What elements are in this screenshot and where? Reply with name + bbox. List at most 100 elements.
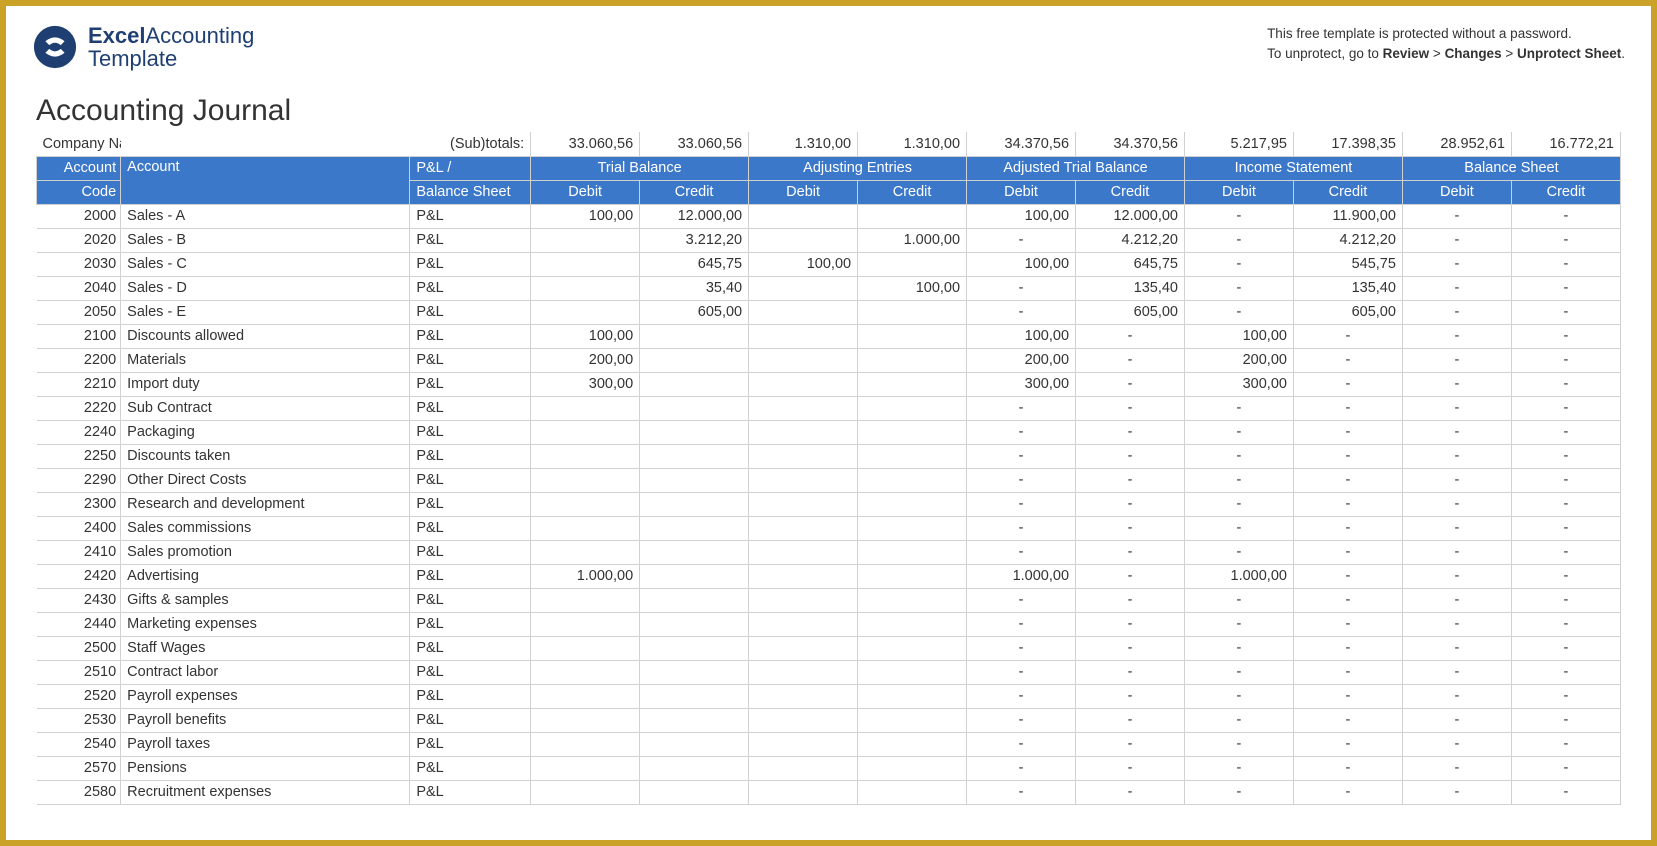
cell-value[interactable]: [640, 636, 749, 660]
cell-pl-bs[interactable]: P&L: [410, 372, 531, 396]
cell-account-name[interactable]: Discounts taken: [121, 444, 410, 468]
cell-value[interactable]: -: [1402, 732, 1511, 756]
cell-value[interactable]: -: [1511, 564, 1620, 588]
cell-account-code[interactable]: 2100: [37, 324, 121, 348]
cell-value[interactable]: 135,40: [1076, 276, 1185, 300]
cell-value[interactable]: [749, 324, 858, 348]
cell-value[interactable]: -: [967, 468, 1076, 492]
cell-value[interactable]: [531, 444, 640, 468]
cell-account-name[interactable]: Materials: [121, 348, 410, 372]
cell-value[interactable]: [749, 228, 858, 252]
cell-value[interactable]: [749, 300, 858, 324]
cell-account-name[interactable]: Sales - A: [121, 204, 410, 228]
cell-account-name[interactable]: Sales commissions: [121, 516, 410, 540]
cell-pl-bs[interactable]: P&L: [410, 252, 531, 276]
cell-pl-bs[interactable]: P&L: [410, 660, 531, 684]
cell-pl-bs[interactable]: P&L: [410, 588, 531, 612]
cell-value[interactable]: 100,00: [967, 252, 1076, 276]
cell-value[interactable]: -: [1511, 684, 1620, 708]
cell-account-code[interactable]: 2520: [37, 684, 121, 708]
cell-value[interactable]: [531, 684, 640, 708]
cell-value[interactable]: -: [1402, 324, 1511, 348]
cell-pl-bs[interactable]: P&L: [410, 780, 531, 804]
cell-value[interactable]: -: [967, 732, 1076, 756]
cell-account-code[interactable]: 2200: [37, 348, 121, 372]
cell-value[interactable]: -: [1402, 612, 1511, 636]
cell-value[interactable]: [640, 540, 749, 564]
cell-value[interactable]: -: [1511, 276, 1620, 300]
cell-account-code[interactable]: 2030: [37, 252, 121, 276]
cell-value[interactable]: -: [967, 444, 1076, 468]
cell-value[interactable]: -: [1184, 300, 1293, 324]
cell-value[interactable]: -: [1076, 780, 1185, 804]
cell-value[interactable]: -: [967, 684, 1076, 708]
cell-value[interactable]: [858, 732, 967, 756]
cell-value[interactable]: -: [1293, 372, 1402, 396]
cell-value[interactable]: [858, 204, 967, 228]
cell-account-name[interactable]: Contract labor: [121, 660, 410, 684]
cell-value[interactable]: 300,00: [531, 372, 640, 396]
cell-value[interactable]: [531, 588, 640, 612]
cell-value[interactable]: 645,75: [1076, 252, 1185, 276]
cell-value[interactable]: [858, 780, 967, 804]
cell-account-name[interactable]: Payroll expenses: [121, 684, 410, 708]
cell-value[interactable]: [531, 420, 640, 444]
cell-value[interactable]: -: [1511, 732, 1620, 756]
cell-value[interactable]: -: [1184, 732, 1293, 756]
cell-value[interactable]: [749, 540, 858, 564]
cell-value[interactable]: -: [1402, 756, 1511, 780]
cell-value[interactable]: [749, 564, 858, 588]
cell-value[interactable]: 1.000,00: [967, 564, 1076, 588]
cell-value[interactable]: [640, 468, 749, 492]
cell-value[interactable]: [531, 252, 640, 276]
cell-value[interactable]: -: [1511, 540, 1620, 564]
cell-pl-bs[interactable]: P&L: [410, 300, 531, 324]
cell-account-name[interactable]: Pensions: [121, 756, 410, 780]
cell-value[interactable]: -: [1076, 324, 1185, 348]
cell-account-name[interactable]: Sales - B: [121, 228, 410, 252]
subtotal-cell[interactable]: 34.370,56: [967, 132, 1076, 156]
cell-value[interactable]: -: [1293, 732, 1402, 756]
cell-value[interactable]: [531, 636, 640, 660]
cell-value[interactable]: [640, 660, 749, 684]
cell-value[interactable]: -: [1293, 684, 1402, 708]
cell-value[interactable]: [858, 540, 967, 564]
cell-value[interactable]: 200,00: [967, 348, 1076, 372]
cell-value[interactable]: -: [1511, 444, 1620, 468]
cell-value[interactable]: -: [1402, 660, 1511, 684]
cell-value[interactable]: 300,00: [1184, 372, 1293, 396]
cell-value[interactable]: -: [1293, 444, 1402, 468]
cell-account-name[interactable]: Advertising: [121, 564, 410, 588]
cell-value[interactable]: [531, 780, 640, 804]
cell-value[interactable]: 100,00: [749, 252, 858, 276]
cell-value[interactable]: -: [1184, 468, 1293, 492]
cell-value[interactable]: -: [1402, 228, 1511, 252]
cell-value[interactable]: -: [1402, 204, 1511, 228]
cell-pl-bs[interactable]: P&L: [410, 444, 531, 468]
cell-value[interactable]: [858, 372, 967, 396]
cell-pl-bs[interactable]: P&L: [410, 612, 531, 636]
cell-value[interactable]: -: [1402, 468, 1511, 492]
cell-value[interactable]: 3.212,20: [640, 228, 749, 252]
cell-value[interactable]: -: [1511, 780, 1620, 804]
cell-value[interactable]: -: [967, 492, 1076, 516]
cell-account-name[interactable]: Packaging: [121, 420, 410, 444]
cell-value[interactable]: -: [967, 708, 1076, 732]
cell-value[interactable]: 100,00: [531, 204, 640, 228]
cell-value[interactable]: 100,00: [967, 204, 1076, 228]
cell-value[interactable]: [531, 396, 640, 420]
cell-account-code[interactable]: 2510: [37, 660, 121, 684]
cell-value[interactable]: -: [1511, 588, 1620, 612]
cell-account-code[interactable]: 2400: [37, 516, 121, 540]
cell-value[interactable]: [749, 276, 858, 300]
cell-value[interactable]: -: [967, 300, 1076, 324]
cell-value[interactable]: [531, 756, 640, 780]
cell-value[interactable]: [531, 276, 640, 300]
cell-value[interactable]: -: [1184, 612, 1293, 636]
cell-value[interactable]: [858, 660, 967, 684]
cell-value[interactable]: [858, 636, 967, 660]
cell-value[interactable]: [749, 636, 858, 660]
cell-value[interactable]: 300,00: [967, 372, 1076, 396]
cell-value[interactable]: [749, 468, 858, 492]
cell-value[interactable]: 100,00: [967, 324, 1076, 348]
